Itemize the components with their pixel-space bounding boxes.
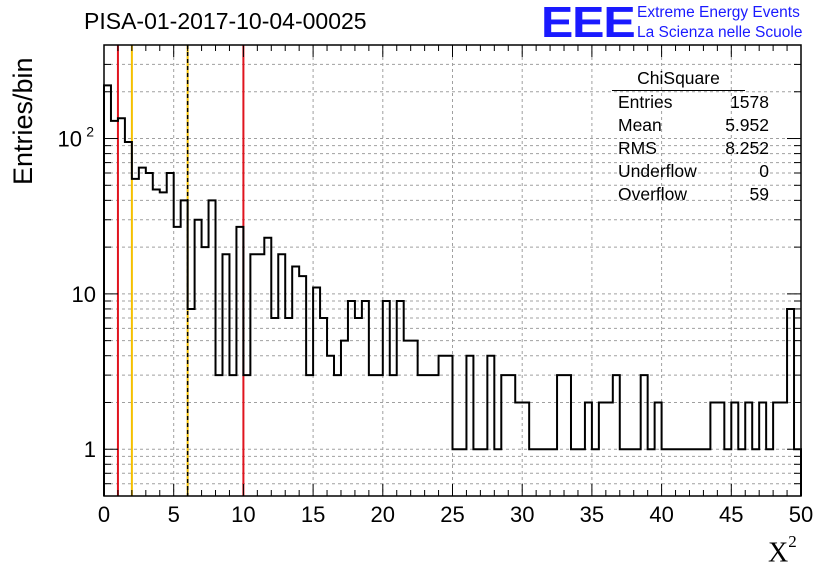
histogram-bin bbox=[508, 375, 515, 496]
y-tick-label: 10 bbox=[72, 282, 96, 307]
histogram-bin bbox=[195, 220, 202, 496]
histogram-bin bbox=[139, 168, 146, 496]
y-tick-label: 1 bbox=[84, 437, 96, 462]
histogram-bin bbox=[362, 301, 369, 496]
stats-value: 8.252 bbox=[725, 138, 769, 158]
histogram-bin bbox=[341, 341, 348, 496]
histogram-bin bbox=[446, 356, 453, 496]
histogram-bin bbox=[146, 173, 153, 496]
histogram-bin bbox=[243, 375, 250, 496]
histogram-bin bbox=[383, 301, 390, 496]
histogram-bin bbox=[390, 375, 397, 496]
histogram-bin bbox=[202, 247, 209, 496]
histogram-bin bbox=[125, 142, 132, 496]
y-tick-label: 10 bbox=[58, 127, 82, 152]
x-tick-label: 30 bbox=[510, 502, 534, 527]
x-tick-label: 45 bbox=[719, 502, 743, 527]
histogram-bin bbox=[466, 356, 473, 496]
chart-title: PISA-01-2017-10-04-00025 bbox=[84, 8, 367, 34]
histogram-bin bbox=[216, 375, 223, 496]
x-tick-label: 50 bbox=[789, 502, 813, 527]
histogram-bin bbox=[111, 121, 118, 496]
x-tick-label: 25 bbox=[440, 502, 464, 527]
stats-row: RMS 8.252 bbox=[611, 137, 771, 160]
logo-line-2: La Scienza nelle Scuole bbox=[637, 24, 803, 41]
histogram-bin bbox=[153, 189, 160, 496]
histogram-bin bbox=[132, 179, 139, 496]
x-axis-label-sup: 2 bbox=[788, 532, 797, 551]
histogram-bin bbox=[174, 227, 181, 496]
stats-label: Mean bbox=[618, 115, 662, 135]
stats-row: Entries 1578 bbox=[611, 91, 771, 114]
x-tick-label: 20 bbox=[371, 502, 395, 527]
x-tick-label: 15 bbox=[301, 502, 325, 527]
histogram-bin bbox=[160, 192, 167, 496]
x-tick-label: 0 bbox=[98, 502, 110, 527]
histogram-bin bbox=[348, 301, 355, 496]
histogram-bin bbox=[104, 85, 111, 496]
stats-value: 5.952 bbox=[725, 115, 769, 135]
stats-label: RMS bbox=[618, 138, 657, 158]
x-tick-label: 40 bbox=[649, 502, 673, 527]
logo-line-1: Extreme Energy Events bbox=[637, 4, 800, 21]
y-tick-label-exponent: 2 bbox=[86, 124, 94, 140]
x-tick-label: 10 bbox=[231, 502, 255, 527]
stats-row: Mean 5.952 bbox=[611, 114, 771, 137]
histogram-bin bbox=[369, 375, 376, 496]
stats-row: Underflow 0 bbox=[611, 160, 771, 183]
histogram-bin bbox=[376, 375, 383, 496]
histogram-bin bbox=[320, 318, 327, 496]
histogram-outline bbox=[103, 84, 802, 496]
histogram-bin bbox=[285, 318, 292, 496]
histogram-bin bbox=[271, 318, 278, 496]
x-tick-label: 5 bbox=[168, 502, 180, 527]
histogram-bin bbox=[327, 356, 334, 496]
histogram-bin bbox=[181, 200, 188, 496]
stats-title: ChiSquare bbox=[612, 66, 745, 91]
histogram-bin bbox=[118, 118, 125, 496]
histogram-bin bbox=[501, 375, 508, 496]
histogram-bin bbox=[236, 227, 243, 496]
histogram-bin bbox=[564, 375, 571, 496]
x-tick-label: 35 bbox=[580, 502, 604, 527]
histogram-bin bbox=[411, 341, 418, 496]
histogram-bin bbox=[404, 341, 411, 496]
histogram-bin bbox=[557, 375, 564, 496]
x-axis-label: X2 bbox=[768, 532, 797, 569]
stats-label: Underflow bbox=[618, 161, 697, 181]
histogram-bin bbox=[229, 375, 236, 496]
histogram-bin bbox=[487, 356, 494, 496]
histogram-bin bbox=[355, 318, 362, 496]
histogram-bin bbox=[613, 375, 620, 496]
stats-row: Overflow 59 bbox=[611, 183, 771, 206]
histogram-bin bbox=[418, 375, 425, 496]
histogram-bin bbox=[264, 238, 271, 496]
histogram-bin bbox=[167, 173, 174, 496]
histogram-bin bbox=[425, 375, 432, 496]
stats-value: 0 bbox=[759, 161, 769, 181]
stats-value: 59 bbox=[749, 184, 769, 204]
stats-value: 1578 bbox=[730, 92, 769, 112]
stats-box: ChiSquare Entries 1578 Mean 5.952 RMS 8.252… bbox=[611, 66, 771, 206]
histogram-bin bbox=[641, 375, 648, 496]
histogram-bin bbox=[209, 200, 216, 496]
histogram-bin bbox=[439, 356, 446, 496]
eee-logo: EEE bbox=[541, 0, 636, 47]
histogram-bin bbox=[334, 375, 341, 496]
histogram-bin bbox=[306, 375, 313, 496]
x-axis-label-base: X bbox=[768, 537, 789, 569]
y-axis-label: Entries/bin bbox=[8, 57, 38, 185]
stats-label: Overflow bbox=[618, 184, 688, 204]
stats-label: Entries bbox=[618, 92, 673, 112]
histogram-bin bbox=[397, 301, 404, 496]
histogram-bin bbox=[432, 375, 439, 496]
